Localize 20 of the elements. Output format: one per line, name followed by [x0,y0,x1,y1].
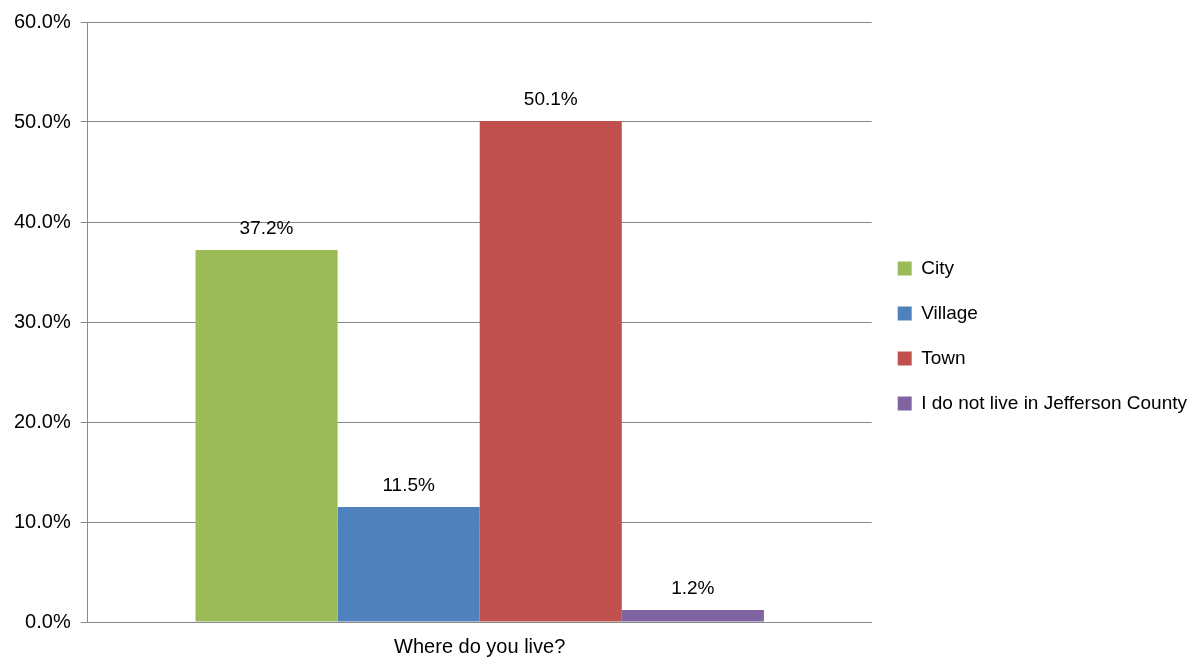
y-tick-label: 30.0% [13,309,71,332]
data-label: 1.2% [671,576,715,598]
y-tick-label: 10.0% [13,509,71,532]
bar [479,121,622,622]
data-label: 11.5% [382,473,435,495]
legend-label: City [921,256,955,278]
y-tick-label: 50.0% [13,109,71,132]
y-tick-label: 20.0% [13,409,71,432]
x-tick-label: Where do you live? [394,634,566,657]
bar [337,507,480,622]
y-tick-label: 0.0% [25,609,71,632]
bar [621,610,764,622]
data-label: 50.1% [523,87,578,109]
legend-label: Village [921,301,978,323]
y-tick-label: 60.0% [13,9,71,32]
legend-label: I do not live in Jefferson County [921,391,1188,413]
bar [195,250,338,622]
legend-label: Town [921,346,966,368]
data-label: 37.2% [239,216,294,238]
y-tick-label: 40.0% [13,209,71,232]
